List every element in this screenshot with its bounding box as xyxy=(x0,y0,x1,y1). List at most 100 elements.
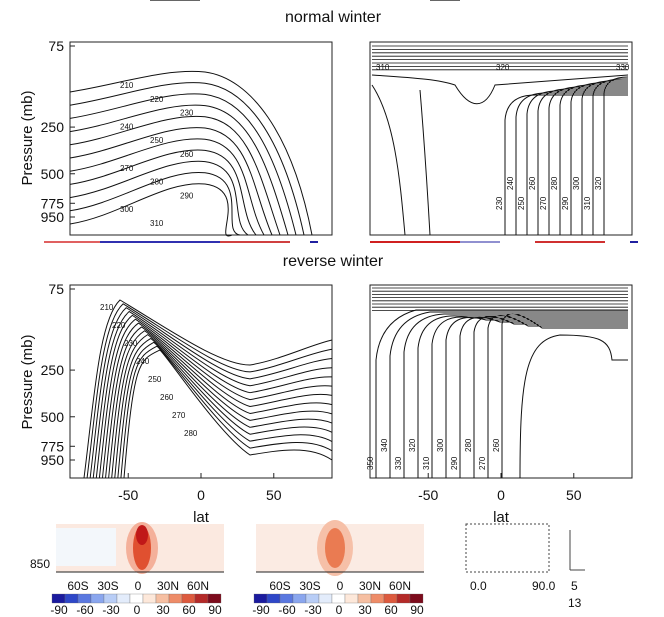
bottom-xtick-left: 0 xyxy=(135,579,142,593)
bottom-ytick: 850 xyxy=(30,557,50,571)
contour-line xyxy=(389,311,628,478)
colorbar-tick: -60 xyxy=(278,603,296,617)
color-strip-blue xyxy=(100,241,220,243)
contour-line xyxy=(371,84,406,236)
ylabel-reverse: Pressure (mb) xyxy=(19,334,36,429)
page-number: 13 xyxy=(568,596,582,610)
ytick-label: 250 xyxy=(41,119,65,135)
ytick-label: 500 xyxy=(41,166,65,182)
color-strip-red xyxy=(535,241,605,243)
colorbar-cell xyxy=(77,593,92,604)
contour-label: 320 xyxy=(594,176,603,190)
contour-label: 320 xyxy=(408,438,417,452)
bottom-xtick-mid: 30S xyxy=(299,579,320,593)
bottom-xtick-left: 60N xyxy=(187,579,209,593)
colorbar-2: -90 -60 -30 0 30 60 90 xyxy=(252,593,424,617)
contour-label: 310 xyxy=(376,63,390,72)
colorbar-tick: -90 xyxy=(252,603,270,617)
color-strip-red xyxy=(370,241,460,243)
colorbar-tick: 30 xyxy=(358,603,372,617)
colorbar-tick: 90 xyxy=(208,603,222,617)
colorbar-cell xyxy=(207,593,222,604)
xtick-label: 0 xyxy=(497,487,505,503)
bottom-panel-1-blue-wash xyxy=(56,528,116,566)
xtick-label: 50 xyxy=(566,487,582,503)
panel-reverse-left-frame xyxy=(69,284,333,479)
colorbar-cell xyxy=(116,593,131,604)
contour-line xyxy=(111,334,333,479)
contour-label: 350 xyxy=(366,456,375,470)
contour-line xyxy=(69,138,265,236)
bottom-right-partial: 5 xyxy=(571,579,578,593)
contour-label: 320 xyxy=(496,63,510,72)
contour-line xyxy=(105,326,333,479)
ytick-label: 500 xyxy=(41,409,65,425)
contour-label: 290 xyxy=(180,191,194,200)
contour-label: 240 xyxy=(120,122,134,131)
contour-label: 280 xyxy=(464,438,473,452)
color-strip-red xyxy=(44,241,100,243)
contours-reverse-right: 350 340 330 320 310 300 290 280 270 260 xyxy=(366,287,628,479)
contour-line xyxy=(108,330,333,479)
xlabel-right: lat xyxy=(493,509,510,526)
ytick-label: 775 xyxy=(41,195,65,211)
contour-label: 280 xyxy=(184,429,198,438)
colorbar-cell xyxy=(194,593,209,604)
colorbar-cell xyxy=(318,593,333,604)
contour-label: 300 xyxy=(120,205,134,214)
colorbar-cell xyxy=(331,593,346,604)
colorbar-tick: 0 xyxy=(336,603,343,617)
contour-line xyxy=(69,104,289,236)
colorbar-cell xyxy=(279,593,294,604)
colorbar-cell xyxy=(103,593,118,604)
contour-line xyxy=(114,337,333,479)
contour-label: 300 xyxy=(436,438,445,452)
contour-line xyxy=(69,127,273,236)
ytick-label: 950 xyxy=(41,452,65,468)
contour-line xyxy=(69,82,305,236)
contour-label: 260 xyxy=(180,150,194,159)
color-strip-blue xyxy=(630,241,638,243)
colorbar-tick: 60 xyxy=(384,603,398,617)
bottom-xtick-left: 30N xyxy=(157,579,179,593)
colorbar-cell xyxy=(181,593,196,604)
contour-line xyxy=(69,183,233,237)
contour-line xyxy=(559,84,628,235)
panel-normal-left-frame xyxy=(69,41,333,236)
contour-line xyxy=(98,318,333,479)
contour-line xyxy=(501,313,628,478)
contour-label: 250 xyxy=(148,375,162,384)
contour-label: 330 xyxy=(394,456,403,470)
contour-label: 270 xyxy=(172,411,186,420)
contour-line xyxy=(570,82,628,235)
colorbar-cell xyxy=(168,593,183,604)
colorbar-cell xyxy=(370,593,385,604)
bottom-right-tick-a: 0.0 xyxy=(470,579,487,593)
colorbar-cell xyxy=(344,593,359,604)
contour-line xyxy=(371,74,629,105)
contour-line xyxy=(581,80,628,235)
ytick-label: 950 xyxy=(41,209,65,225)
contour-label: 290 xyxy=(450,456,459,470)
contour-label: 310 xyxy=(583,196,592,210)
contour-label: 210 xyxy=(120,81,134,90)
bottom-xticks: 60S 30S 0 30N 60N 60S 30S 0 30N 60N xyxy=(67,579,411,593)
contour-line xyxy=(117,341,333,479)
colorbar-tick: 30 xyxy=(156,603,170,617)
xtick-label: -50 xyxy=(118,487,138,503)
contour-line xyxy=(69,160,249,236)
contour-line xyxy=(504,94,628,235)
bottom-right-tick-b: 90.0 xyxy=(532,579,556,593)
contour-label: 230 xyxy=(495,196,504,210)
bottom-xtick-mid: 0 xyxy=(337,579,344,593)
contour-label: 280 xyxy=(150,178,164,187)
contour-line xyxy=(459,316,628,478)
contour-line xyxy=(419,89,431,236)
colorbar-cell xyxy=(383,593,398,604)
bottom-strip: 850 60S 30S 0 30N 60N 60S 30S 0 30N 60N 0.0 90.0 … xyxy=(30,520,585,617)
colorbar-cell xyxy=(142,593,157,604)
